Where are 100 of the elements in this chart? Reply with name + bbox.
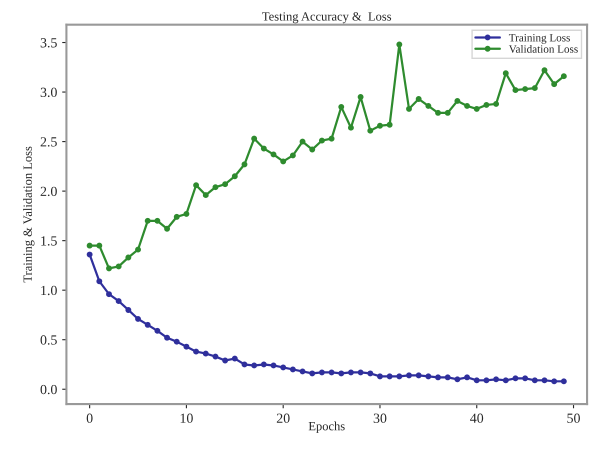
point: [454, 98, 460, 104]
point: [464, 374, 470, 380]
point: [560, 73, 567, 80]
point: [396, 42, 402, 48]
chart-title: Testing Accuracy & Loss: [262, 12, 392, 24]
point: [367, 128, 374, 134]
point: [290, 366, 296, 372]
point: [309, 370, 316, 376]
x-tick-label: 40: [470, 414, 484, 423]
point: [270, 152, 276, 158]
point: [454, 376, 460, 382]
point: [425, 102, 432, 109]
point: [193, 182, 200, 188]
point: [86, 242, 93, 249]
y-tick-label: 1.5: [41, 236, 57, 246]
point: [502, 377, 509, 384]
legend-label: Validation Loss: [508, 44, 578, 53]
point: [551, 378, 558, 384]
point: [318, 369, 325, 376]
point: [406, 372, 412, 378]
point: [358, 94, 364, 100]
point: [251, 362, 258, 368]
point: [202, 192, 209, 198]
point: [212, 184, 218, 190]
point: [280, 364, 286, 370]
point: [483, 102, 490, 108]
y-tick-label: 2.0: [40, 186, 57, 196]
point: [135, 246, 141, 253]
point: [377, 122, 383, 129]
point: [386, 122, 393, 128]
point: [416, 96, 422, 102]
point: [493, 376, 500, 382]
point: [560, 378, 567, 384]
point: [300, 368, 306, 374]
point: [464, 102, 470, 109]
point: [444, 374, 451, 380]
point: [260, 146, 267, 152]
point: [86, 252, 93, 258]
point: [512, 87, 518, 94]
point: [309, 146, 316, 152]
point: [164, 334, 170, 341]
point: [125, 254, 132, 260]
point: [260, 362, 267, 368]
point: [338, 104, 344, 110]
point: [144, 218, 151, 224]
point: [300, 138, 306, 145]
point: [338, 370, 344, 376]
point: [483, 377, 490, 384]
point: [96, 278, 102, 284]
point: [154, 218, 160, 224]
x-tick-label: 30: [374, 414, 386, 423]
point: [183, 344, 190, 350]
x-tick-label: 20: [276, 414, 290, 423]
point: [377, 373, 383, 380]
point: [502, 70, 509, 76]
legend-label: Training Loss: [508, 34, 570, 44]
point: [348, 369, 354, 376]
point: [386, 373, 393, 380]
y-tick-label: 0.0: [40, 384, 57, 394]
point: [358, 369, 364, 376]
point: [396, 373, 402, 380]
point: [318, 138, 325, 144]
point: [290, 152, 296, 158]
point: [154, 328, 160, 334]
point: [522, 86, 528, 92]
point: [435, 110, 441, 116]
point: [512, 375, 518, 382]
point: [348, 124, 354, 131]
point: [232, 173, 238, 180]
point: [106, 291, 112, 298]
x-tick-label: 10: [180, 414, 193, 423]
point: [542, 67, 548, 74]
point: [416, 372, 422, 378]
x-tick-label: 50: [567, 414, 580, 423]
point: [174, 214, 180, 220]
point: [202, 350, 209, 357]
point: [270, 362, 276, 368]
point: [193, 348, 200, 355]
point: [425, 373, 432, 380]
point: [280, 158, 286, 164]
point: [242, 161, 248, 168]
x-axis-title: Epochs: [308, 422, 345, 433]
point: [474, 106, 480, 112]
point: [367, 370, 374, 376]
point: [532, 377, 538, 384]
point: [493, 100, 500, 107]
point: [183, 210, 190, 217]
point: [125, 307, 132, 313]
y-tick-label: 3.0: [40, 88, 57, 98]
point: [96, 242, 102, 249]
point: [106, 265, 112, 272]
point: [144, 322, 151, 328]
point: [328, 369, 335, 376]
point: [522, 375, 528, 382]
point: [212, 354, 218, 360]
y-axis-title: Training & Validation Loss: [23, 146, 34, 282]
y-tick-label: 1.0: [41, 286, 57, 296]
point: [444, 110, 451, 116]
y-tick-label: 2.5: [40, 137, 57, 147]
point: [174, 338, 180, 345]
